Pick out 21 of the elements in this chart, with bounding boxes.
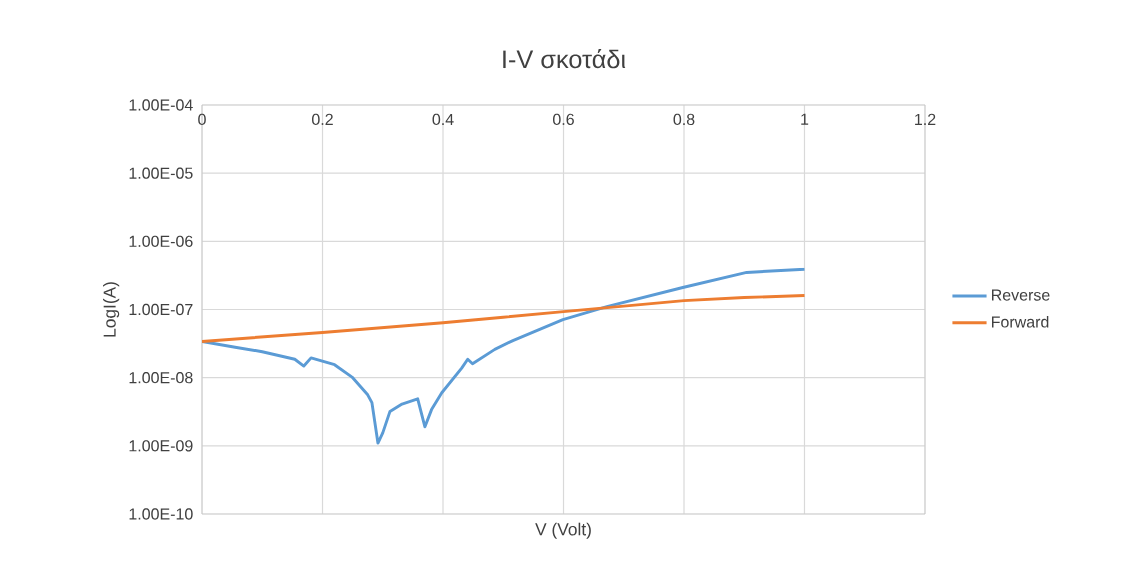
y-tick-label: 1.00E-05	[129, 167, 193, 179]
x-tick-label: 0.4	[432, 113, 454, 126]
x-tick-label: 0.2	[312, 113, 333, 126]
chart-title: I-V σκοτάδι	[503, 48, 626, 69]
x-tick-label: 1.2	[915, 113, 936, 125]
y-tick-label: 1.00E-07	[129, 303, 193, 316]
y-tick-label: 1.00E-04	[129, 99, 193, 111]
line-series	[202, 294, 806, 343]
y-tick-label: 1.00E-10	[129, 508, 193, 520]
x-axis-title: V (Volt)	[535, 522, 591, 539]
line-series	[202, 267, 806, 445]
y-tick-label: 1.00E-09	[129, 440, 193, 452]
y-tick-label: 1.00E-08	[129, 372, 193, 384]
y-axis-title: LogI(A)	[103, 282, 120, 337]
y-tick-label: 1.00E-06	[129, 235, 193, 247]
legend-label: Forward	[992, 315, 1049, 328]
x-tick-label: 1	[801, 113, 809, 125]
x-tick-label: 0.8	[673, 113, 695, 126]
x-tick-label: 0	[198, 113, 206, 126]
legend-label: Reverse	[992, 289, 1050, 301]
x-tick-label: 0.6	[553, 113, 574, 126]
